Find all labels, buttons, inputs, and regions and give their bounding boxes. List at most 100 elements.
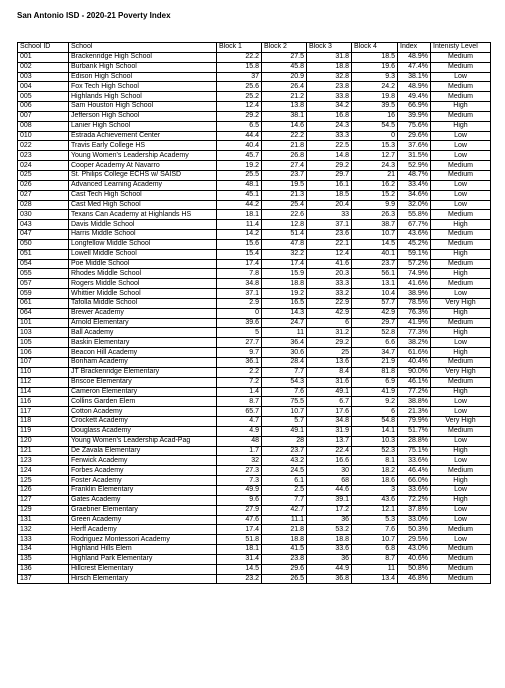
cell-intensity-level: Low: [430, 130, 491, 142]
cell-block-1: 9.6: [216, 494, 262, 506]
cell-school-id: 064: [17, 307, 69, 319]
cell-block-3: 25: [306, 347, 352, 358]
cell-block-4: 9.9: [351, 199, 398, 211]
cell-block-4: 18.5: [351, 51, 398, 63]
cell-intensity-level: Medium: [430, 317, 491, 329]
cell-block-1: 5: [216, 327, 262, 339]
table-row: 137 Hirsch Elementary 23.2 26.5 36.8 13.4 46.8…: [17, 573, 491, 585]
cell-block-2: 2.5: [261, 484, 307, 496]
cell-block-1: 7.2: [216, 376, 262, 388]
cell-block-3: 13.7: [306, 435, 352, 447]
cell-school-id: 103: [17, 327, 69, 339]
header-row: School ID School Block 1 Block 2 Block 3…: [17, 42, 491, 53]
cell-index: 38.1%: [397, 71, 431, 83]
cell-block-2: 7.7: [261, 494, 307, 506]
table-row: 121 De Zavala Elementary 1.7 23.7 22.4 52.3 75…: [17, 445, 491, 457]
cell-block-3: 33: [306, 209, 352, 221]
table-row: 127 Gates Academy 9.6 7.7 39.1 43.6 72.2% High: [17, 494, 491, 506]
cell-school-id: 120: [17, 435, 69, 447]
cell-block-2: 36.4: [261, 337, 307, 349]
cell-school-name: Baskin Elementary: [68, 337, 217, 349]
cell-block-1: 47.6: [216, 514, 262, 526]
cell-block-4: 52.8: [351, 327, 398, 339]
cell-index: 49.4%: [397, 91, 431, 103]
cell-school-name: Edison High School: [68, 71, 217, 83]
cell-school-name: Franklin Elementary: [68, 484, 217, 496]
table-row: 123 Fenwick Academy 32 43.2 16.6 8.1 33.6% Low: [17, 455, 491, 467]
cell-intensity-level: Medium: [430, 278, 491, 290]
cell-block-1: 8.7: [216, 396, 262, 408]
cell-school-name: Hirsch Elementary: [68, 573, 217, 585]
cell-index: 41.6%: [397, 278, 431, 290]
cell-block-1: 34.8: [216, 278, 262, 290]
cell-block-2: 21.8: [261, 524, 307, 536]
cell-intensity-level: High: [430, 327, 491, 339]
cell-block-4: 52.3: [351, 445, 398, 457]
cell-index: 45.2%: [397, 238, 431, 250]
cell-intensity-level: High: [430, 386, 491, 398]
cell-school-name: Brewer Academy: [68, 307, 217, 319]
cell-block-1: 2.2: [216, 366, 262, 378]
cell-block-2: 14.3: [261, 307, 307, 319]
cell-block-3: 22.5: [306, 140, 352, 152]
cell-block-1: 4.7: [216, 416, 262, 427]
cell-index: 37.6%: [397, 140, 431, 152]
table-row: 057 Rogers Middle School 34.8 18.8 33.3 13.1 4…: [17, 278, 491, 290]
cell-block-2: 24.7: [261, 317, 307, 329]
cell-intensity-level: Low: [430, 140, 491, 152]
table-row: 047 Harris Middle School 14.2 51.4 23.6 10.7 4…: [17, 229, 491, 240]
cell-block-2: 18.8: [261, 534, 307, 546]
cell-block-2: 47.8: [261, 238, 307, 250]
cell-block-1: 32: [216, 455, 262, 467]
column-header-intensity-level: Intenisty Level: [430, 42, 491, 53]
cell-index: 46.8%: [397, 573, 431, 585]
cell-school-name: Rogers Middle School: [68, 278, 217, 290]
table-row: 131 Green Academy 47.6 11.1 36 5.3 33.0% Low: [17, 514, 491, 526]
cell-school-name: Green Academy: [68, 514, 217, 526]
cell-school-name: Tafolla Middle School: [68, 297, 217, 309]
table-row: 059 Whittier Middle School 37.1 19.2 33.2 10.…: [17, 288, 491, 299]
cell-school-name: Sam Houston High School: [68, 101, 217, 112]
cell-block-2: 18.8: [261, 278, 307, 290]
column-header-school: School: [68, 42, 217, 53]
cell-block-4: 23.7: [351, 258, 398, 270]
cell-index: 33.0%: [397, 514, 431, 526]
table-row: 107 Bonham Academy 36.1 28.4 13.6 21.9 40.4% Me…: [17, 357, 491, 368]
cell-block-3: 37.1: [306, 219, 352, 231]
cell-index: 40.6%: [397, 553, 431, 565]
cell-block-2: 23.7: [261, 445, 307, 457]
cell-block-1: 44.2: [216, 199, 262, 211]
cell-block-4: 6.6: [351, 337, 398, 349]
cell-school-id: 118: [17, 416, 69, 427]
cell-index: 77.2%: [397, 386, 431, 398]
cell-school-id: 010: [17, 130, 69, 142]
cell-index: 38.9%: [397, 288, 431, 299]
cell-intensity-level: High: [430, 475, 491, 486]
cell-block-4: 56.1: [351, 268, 398, 280]
cell-school-name: Highlands High School: [68, 91, 217, 103]
cell-block-3: 29.2: [306, 337, 352, 349]
cell-intensity-level: Low: [430, 179, 491, 191]
cell-block-3: 68: [306, 475, 352, 486]
cell-school-name: Young Women's Leadership Academy: [68, 150, 217, 162]
cell-school-id: 127: [17, 494, 69, 506]
table-row: 103 Ball Academy 5 11 31.2 52.8 77.3% High: [17, 327, 491, 339]
cell-school-id: 006: [17, 101, 69, 112]
cell-block-3: 18.5: [306, 189, 352, 201]
cell-school-name: Burbank High School: [68, 61, 217, 73]
cell-block-1: 48: [216, 435, 262, 447]
cell-index: 39.9%: [397, 110, 431, 122]
cell-intensity-level: High: [430, 101, 491, 112]
cell-block-3: 20.4: [306, 199, 352, 211]
cell-block-2: 23.7: [261, 169, 307, 181]
cell-intensity-level: Low: [430, 337, 491, 349]
cell-block-1: 23.2: [216, 573, 262, 585]
cell-school-id: 022: [17, 140, 69, 152]
table-row: 134 Highland Hills Elem 18.1 41.5 33.6 6.8 43.…: [17, 544, 491, 555]
cell-block-4: 54.8: [351, 416, 398, 427]
cell-block-3: 16.6: [306, 455, 352, 467]
cell-index: 78.5%: [397, 297, 431, 309]
cell-school-name: Arnold Elementary: [68, 317, 217, 329]
cell-block-3: 53.2: [306, 524, 352, 536]
table-row: 125 Foster Academy 7.3 6.1 68 18.6 66.0% High: [17, 475, 491, 486]
